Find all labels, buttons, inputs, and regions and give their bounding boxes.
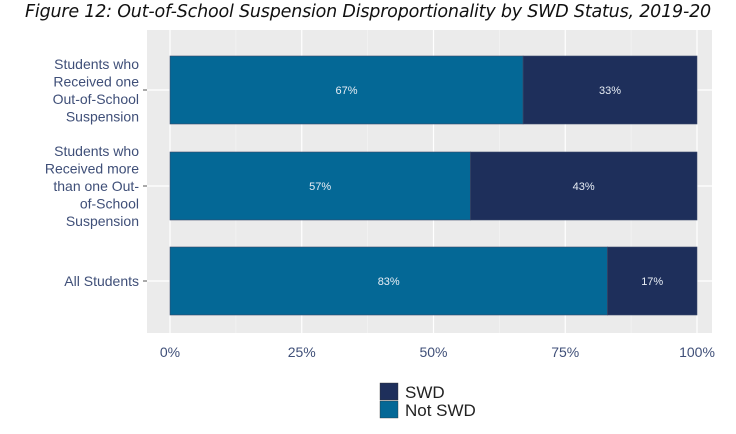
data-label: 57% [309,181,331,193]
data-label: 67% [336,85,358,97]
data-label: 83% [378,276,400,288]
x-tick-label: 50% [419,344,447,360]
x-tick-label: 25% [288,344,316,360]
bar-segment-not-swd [169,151,471,221]
y-category-label: Out-of-School [53,91,139,107]
x-tick-label: 100% [679,344,715,360]
y-category-label: than one Out- [53,178,139,194]
y-category-label: Suspension [66,108,139,124]
y-category-label: of-School [80,196,139,212]
y-category-label: All Students [64,273,139,289]
legend-label: SWD [405,383,445,402]
data-label: 33% [599,85,621,97]
legend-swatch [379,382,399,401]
bar-segment-swd [470,151,698,221]
legend-label: Not SWD [405,401,476,420]
y-category-label: Suspension [66,213,139,229]
y-category-label: Students who [54,56,139,72]
data-label: 43% [573,181,595,193]
y-category-label: Received more [45,161,139,177]
chart-title: Figure 12: Out-of-School Suspension Disp… [25,2,711,22]
x-tick-label: 75% [551,344,579,360]
bar-segment-swd [607,246,698,316]
x-tick-label: 0% [160,344,180,360]
y-category-label: Students who [54,143,139,159]
legend-swatch [379,400,399,419]
bar-segment-not-swd [169,246,608,316]
bar-segment-swd [522,55,698,125]
y-category-label: Received one [53,73,139,89]
bar-segment-not-swd [169,55,524,125]
data-label: 17% [641,276,663,288]
